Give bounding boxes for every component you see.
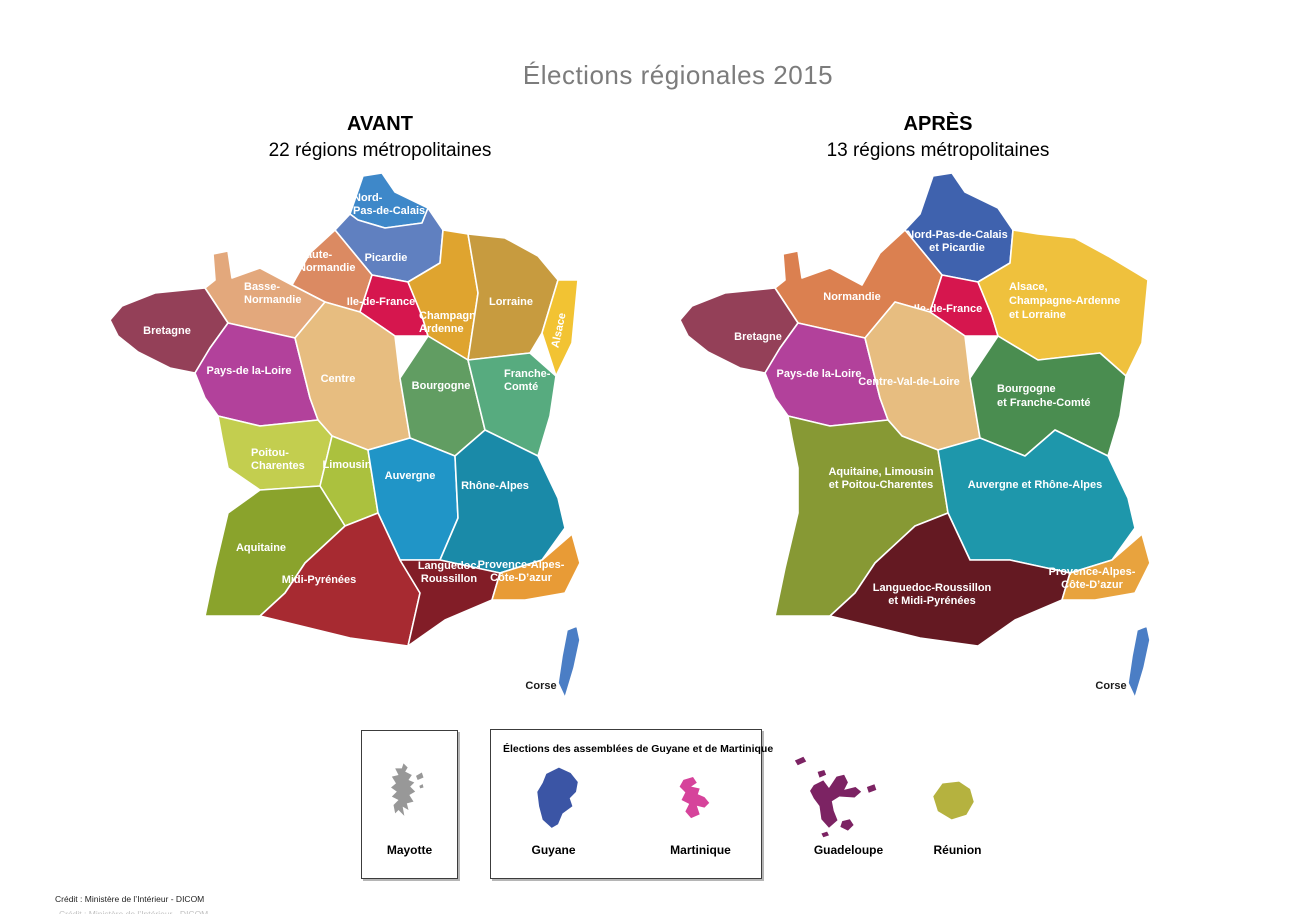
region-apres-paca bbox=[1061, 533, 1151, 601]
panel-header-apres: APRÈS 13 régions métropolitaines bbox=[698, 112, 1178, 163]
panel-subheading-avant: 22 régions métropolitaines bbox=[268, 140, 492, 161]
region-label-avant-franche_comte: Franche-Comté bbox=[504, 368, 551, 393]
guyane-label: Guyane bbox=[531, 843, 576, 857]
region-label-avant-ile_de_france: Ile-de-France bbox=[347, 296, 415, 308]
region-label-avant-corse: Corse bbox=[525, 680, 556, 692]
region-label-avant-nord_pas_de_calais: Nord-Pas-de-Calais bbox=[353, 192, 425, 217]
region-label-avant-midi_pyrenees: Midi-Pyrénées bbox=[282, 574, 357, 586]
region-avant-corse bbox=[557, 625, 581, 699]
region-label-apres-lrmp: Languedoc-Roussillon et Midi-Pyrénées bbox=[873, 582, 992, 607]
guadeloupe-shape bbox=[794, 756, 877, 838]
region-label-apres-paca: Provence-Alpes-Côte-D’azur bbox=[1049, 566, 1136, 591]
panel-subheading-apres: 13 régions métropolitaines bbox=[826, 140, 1050, 161]
region-label-avant-poitou_charentes: Poitou-Charentes bbox=[251, 447, 305, 472]
region-label-apres-bretagne: Bretagne bbox=[734, 331, 782, 343]
region-label-avant-aquitaine: Aquitaine bbox=[236, 542, 286, 554]
region-label-avant-champagne_ardenne: Champagne-Ardenne bbox=[419, 310, 486, 335]
reunion-shape bbox=[933, 781, 974, 820]
panel-heading-apres: APRÈS bbox=[903, 113, 973, 135]
region-label-avant-bourgogne: Bourgogne bbox=[412, 380, 471, 392]
map-avant-22-regions: Nord-Pas-de-Calais Picardie Haute-Normandi… bbox=[110, 172, 581, 699]
martinique-shape bbox=[679, 777, 710, 819]
reunion-label: Réunion bbox=[933, 843, 982, 857]
region-label-avant-centre: Centre bbox=[321, 373, 356, 385]
region-label-avant-lorraine: Lorraine bbox=[489, 296, 533, 308]
region-label-apres-pays_de_la_loire: Pays-de la-Loire bbox=[777, 368, 862, 380]
region-label-apres-bourgogne_franche_comte: Bourgogne et Franche-Comté bbox=[997, 383, 1091, 409]
region-label-apres-aura: Auvergne et Rhône-Alpes bbox=[968, 479, 1102, 491]
assemblies-box: Élections des assemblées de Guyane et de… bbox=[490, 729, 773, 879]
region-avant-alsace bbox=[541, 279, 579, 377]
map-apres-13-regions: Nord-Pas-de-Calais et PicardieNormandieIl… bbox=[680, 172, 1151, 699]
region-label-apres-npdc_picardie: Nord-Pas-de-Calais et Picardie bbox=[906, 229, 1007, 254]
mayotte-island-shape bbox=[391, 763, 424, 816]
credit-text-cutoff: Crédit : Ministère de l’Intérieur - DICO… bbox=[59, 909, 209, 914]
region-label-avant-haute_normandie: Haute-Normandie bbox=[298, 249, 355, 274]
region-label-avant-auvergne: Auvergne bbox=[385, 470, 436, 482]
region-apres-corse bbox=[1127, 625, 1151, 699]
region-label-apres-normandie: Normandie bbox=[823, 291, 880, 303]
region-label-avant-paca: Provence-Alpes-Côte-D’azur bbox=[478, 559, 565, 584]
region-apres-lrmp bbox=[829, 512, 1071, 647]
mayotte-box bbox=[361, 730, 458, 879]
panel-header-avant: AVANT 22 régions métropolitaines bbox=[140, 112, 620, 163]
region-label-avant-pays_de_la_loire: Pays-de la-Loire bbox=[207, 365, 292, 377]
region-apres-acal bbox=[977, 229, 1149, 377]
region-label-avant-picardie: Picardie bbox=[365, 252, 408, 264]
region-avant-rhone_alpes bbox=[439, 429, 566, 574]
region-label-avant-limousin: Limousin bbox=[323, 459, 372, 471]
region-label-avant-rhone_alpes: Rhône-Alpes bbox=[461, 480, 529, 492]
region-label-avant-languedoc_roussillon: Languedoc-Roussillon bbox=[418, 560, 481, 585]
region-avant-languedoc_roussillon bbox=[399, 559, 501, 647]
region-label-avant-bretagne: Bretagne bbox=[143, 325, 191, 337]
guyane-shape bbox=[537, 767, 578, 828]
credit-text: Crédit : Ministère de l’Intérieur - DICO… bbox=[55, 894, 205, 904]
region-avant-paca bbox=[491, 533, 581, 601]
guadeloupe-label: Guadeloupe bbox=[813, 843, 884, 857]
region-label-apres-alpc: Aquitaine, Limousin et Poitou-Charentes bbox=[828, 466, 933, 491]
region-label-apres-centre_val_de_loire: Centre-Val-de-Loire bbox=[858, 376, 959, 388]
assemblies-box-title: Élections des assemblées de Guyane et de… bbox=[503, 743, 774, 755]
panel-heading-avant: AVANT bbox=[347, 113, 413, 135]
region-avant-midi_pyrenees bbox=[259, 512, 421, 647]
mayotte-label: Mayotte bbox=[386, 843, 433, 857]
region-label-avant-basse_normandie: Basse-Normandie bbox=[244, 281, 301, 306]
region-label-apres-acal: Alsace, Champagne-Ardenne et Lorraine bbox=[1009, 281, 1120, 321]
region-label-apres-corse: Corse bbox=[1095, 680, 1126, 692]
page-title: Élections régionales 2015 bbox=[522, 60, 834, 90]
martinique-label: Martinique bbox=[670, 843, 731, 857]
